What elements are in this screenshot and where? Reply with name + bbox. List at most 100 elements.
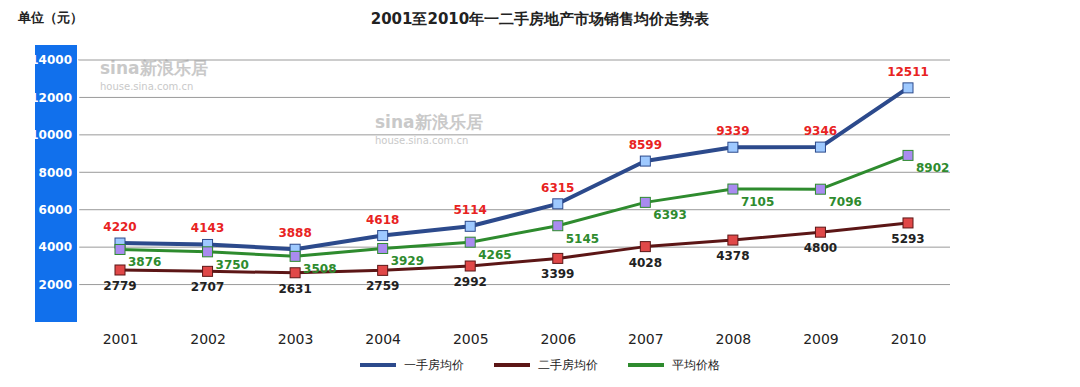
series-line [120,155,908,256]
y-tick-label: 2000 [39,278,72,292]
y-tick-label: 4000 [39,240,72,254]
data-point [640,156,650,166]
x-tick: 2006 [540,322,576,347]
data-point [903,150,913,160]
data-label: 2779 [103,279,136,293]
y-tick-label: 14000 [30,53,72,67]
data-point [903,83,913,93]
x-tick-label: 2002 [190,331,226,347]
data-label: 4378 [716,249,749,263]
data-point [115,265,125,275]
grid-line [78,60,950,61]
x-tick-label: 2001 [103,331,139,347]
data-point [815,184,825,194]
series-line [120,88,908,249]
x-tick-label: 2006 [540,331,576,347]
x-tick-label: 2009 [803,331,839,347]
data-label: 9339 [716,124,749,138]
data-point [290,251,300,261]
data-point [640,242,650,252]
grid [78,60,950,285]
legend-label: 二手房均价 [538,358,598,372]
legend: 一手房均价 二手房均价 平均价格 [360,358,720,372]
x-tick-label: 2004 [365,331,401,347]
data-point [378,265,388,275]
grid-line [78,97,950,98]
data-label: 7105 [741,195,774,209]
data-point [465,237,475,247]
data-point [290,268,300,278]
data-label: 6315 [541,181,574,195]
data-label: 4220 [103,220,136,234]
data-label: 7096 [828,195,861,209]
x-tick: 2005 [453,322,489,347]
grid-line [78,172,950,173]
y-tick: 10000 [30,128,78,142]
data-label: 2631 [278,282,311,296]
grid-line [78,209,950,210]
data-label: 3876 [128,255,161,269]
y-tick-label: 8000 [39,166,72,180]
data-label: 5293 [891,232,924,246]
data-label: 4800 [804,241,837,255]
watermark: sina新浪乐居 [375,112,483,132]
data-label: 5145 [566,232,599,246]
data-label: 8599 [629,138,662,152]
data-point [378,231,388,241]
x-tick-label: 2005 [453,331,489,347]
legend-swatch [628,363,664,367]
data-label: 4143 [191,221,224,235]
legend-swatch [360,363,396,367]
legend-swatch [494,363,530,367]
data-label: 5114 [454,203,487,217]
x-tick: 2010 [891,322,927,347]
chart-title: 2001至2010年一二手房地产市场销售均价走势表 [371,10,710,28]
data-point [465,261,475,271]
data-point [115,244,125,254]
x-tick: 2001 [103,322,139,347]
legend-item: 二手房均价 [494,358,598,372]
data-labels: 4220414338884618511463158599933993461251… [103,65,949,296]
y-tick: 8000 [39,166,78,180]
legend-label: 平均价格 [672,358,720,372]
data-label: 3508 [303,262,336,276]
plot-area [115,83,913,278]
data-point [728,235,738,245]
data-point [815,142,825,152]
x-tick: 2003 [278,322,314,347]
legend-item: 平均价格 [628,358,720,372]
y-tick-label: 12000 [30,91,72,105]
data-label: 4028 [629,256,662,270]
data-point [553,253,563,263]
data-point [815,227,825,237]
data-label: 3929 [391,254,424,268]
series-line [120,223,908,273]
watermark: house.sina.com.cn [100,81,193,92]
y-tick: 12000 [30,91,78,105]
legend-label: 一手房均价 [404,358,464,372]
watermark: sina新浪乐居 [100,58,208,78]
y-axis-title: 单位（元） [17,10,83,25]
data-point [728,142,738,152]
data-label: 3750 [216,258,249,272]
data-point [203,266,213,276]
legend-item: 一手房均价 [360,358,464,372]
data-label: 2707 [191,280,224,294]
y-tick: 4000 [39,240,78,254]
data-label: 12511 [887,65,929,79]
watermark: house.sina.com.cn [375,135,468,146]
x-tick: 2007 [628,322,664,347]
data-point [378,243,388,253]
y-axis-line [78,61,80,323]
data-label: 9346 [804,124,837,138]
x-tick-label: 2007 [628,331,664,347]
y-tick-label: 6000 [39,203,72,217]
data-point [903,218,913,228]
data-label: 8902 [916,161,949,175]
data-label: 2759 [366,279,399,293]
data-point [553,221,563,231]
y-tick: 14000 [30,53,78,67]
x-tick: 2002 [190,322,226,347]
x-axis: 2001200220032004200520062007200820092010 [103,322,927,347]
data-label: 3399 [541,267,574,281]
